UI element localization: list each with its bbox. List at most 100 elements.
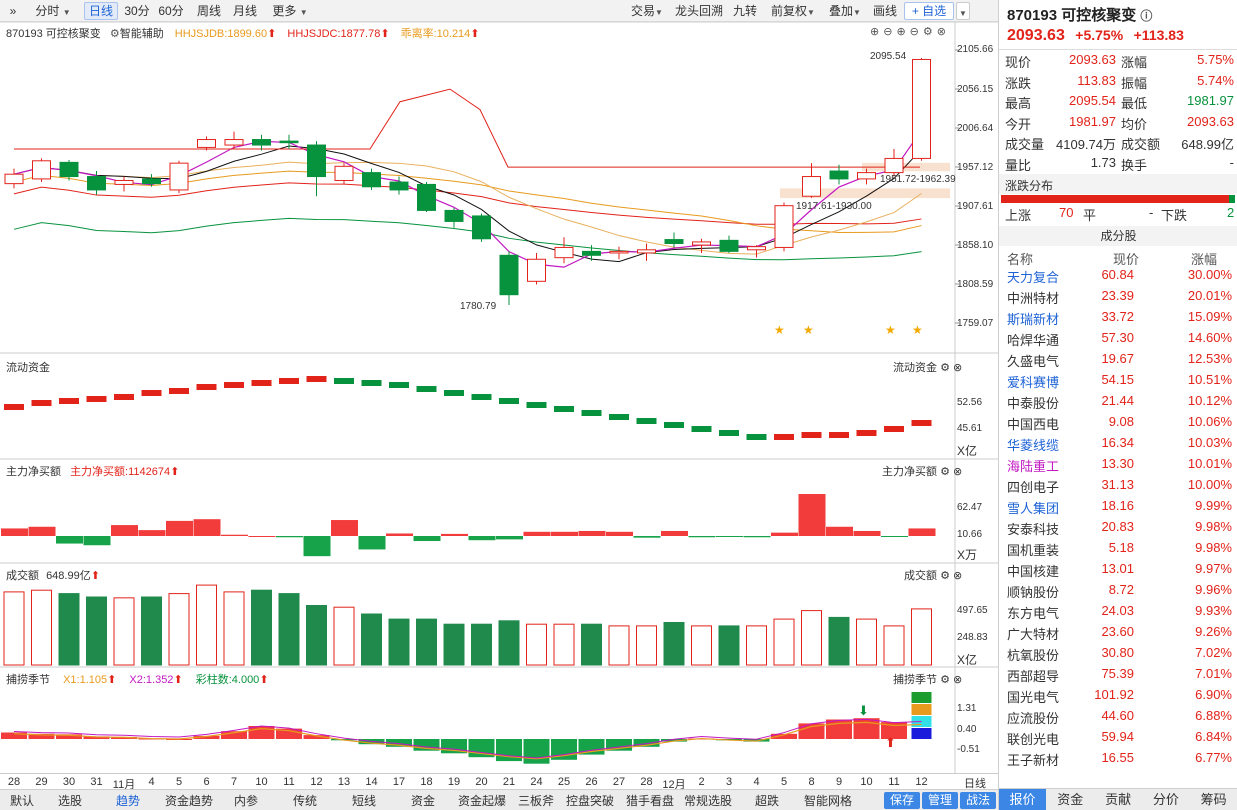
- panel-controls[interactable]: ⊕⊖⊕⊖⚙⊗: [870, 25, 950, 38]
- draw-line-button[interactable]: 画线: [872, 4, 897, 18]
- component-row[interactable]: 国光电气 101.92 6.90%: [999, 687, 1237, 708]
- component-row[interactable]: 中国核建 13.01 9.97%: [999, 561, 1237, 582]
- gear-icon[interactable]: ⚙: [109, 28, 120, 40]
- chart-canvas[interactable]: [0, 22, 998, 773]
- quote-label: 涨跌: [1005, 75, 1032, 91]
- component-row[interactable]: 天力复合 60.84 30.00%: [999, 267, 1237, 288]
- add-icon[interactable]: ⊕: [870, 26, 884, 38]
- right-tab-4[interactable]: 筹码: [1200, 792, 1227, 807]
- zoom-out-icon[interactable]: ⊖: [909, 26, 923, 38]
- zoom-in-icon[interactable]: ⊕: [896, 26, 910, 38]
- bottom-tab-11[interactable]: 猎手看盘: [626, 794, 675, 808]
- date-tick: 4: [148, 776, 155, 788]
- component-row[interactable]: 雪人集团 18.16 9.99%: [999, 498, 1237, 519]
- component-row[interactable]: 斯瑞新材 33.72 15.09%: [999, 309, 1237, 330]
- bottom-tab-7[interactable]: 资金: [411, 794, 436, 808]
- component-row[interactable]: 爱科赛博 54.15 10.51%: [999, 372, 1237, 393]
- flow-bar: [856, 430, 877, 436]
- collapse-icon[interactable]: »: [9, 4, 17, 18]
- leader-review-button[interactable]: 龙头回溯: [674, 4, 723, 18]
- flow-bar: [169, 388, 189, 394]
- bottom-action-0[interactable]: 保存: [884, 792, 921, 809]
- close-icon[interactable]: ⊗: [936, 26, 950, 38]
- legend-deviation: 乖离率:10.214: [400, 28, 471, 40]
- bottom-tab-2[interactable]: 趋势: [116, 794, 141, 808]
- trade-menu[interactable]: 交易▼: [631, 4, 663, 18]
- ma-red-line: [13, 182, 922, 225]
- component-row[interactable]: 久盛电气 19.67 12.53%: [999, 351, 1237, 372]
- component-name: 久盛电气: [1007, 354, 1060, 369]
- season-bar: [881, 722, 907, 739]
- period-tab-60min[interactable]: 60分: [158, 4, 184, 18]
- bottom-action-2[interactable]: 战法: [960, 792, 997, 809]
- date-axis: 28 29 30 31 11月 4 5 6 7 10 11 12 13 14 17 18 19 20 21 24 25 2…: [0, 773, 998, 791]
- bottom-tab-9[interactable]: 三板斧: [518, 794, 555, 808]
- kline-y-tick: 1907.61: [957, 201, 994, 212]
- bottom-tab-0[interactable]: 默认: [10, 794, 35, 808]
- component-pct: 9.97%: [1195, 561, 1232, 576]
- bottom-tab-13[interactable]: 超跌: [755, 794, 780, 808]
- right-tab-1[interactable]: 资金: [1057, 792, 1084, 807]
- season-bar: [606, 739, 632, 751]
- component-name: 顺钠股份: [1007, 585, 1060, 600]
- right-tab-0[interactable]: 报价: [999, 789, 1046, 810]
- component-row[interactable]: 中泰股份 21.44 10.12%: [999, 393, 1237, 414]
- flow-y-tick: 52.56: [957, 397, 983, 408]
- component-row[interactable]: 东方电气 24.03 9.93%: [999, 603, 1237, 624]
- period-tab-minute[interactable]: 分时 ▼: [35, 4, 71, 18]
- component-row[interactable]: 西部超导 75.39 7.01%: [999, 666, 1237, 687]
- date-tick: 12: [915, 776, 928, 788]
- bottom-tab-12[interactable]: 常规选股: [684, 794, 733, 808]
- component-row[interactable]: 顺钠股份 8.72 9.96%: [999, 582, 1237, 603]
- info-icon[interactable]: ⓘ: [1140, 9, 1153, 23]
- candle-body: [444, 209, 464, 222]
- component-price: 75.39: [1101, 666, 1134, 681]
- right-tab-3[interactable]: 分价: [1152, 792, 1179, 807]
- remove-icon[interactable]: ⊖: [883, 26, 897, 38]
- adjust-menu[interactable]: 前复权▼: [771, 4, 815, 18]
- bottom-tab-3[interactable]: 资金趋势: [165, 794, 214, 808]
- bottom-tab-4[interactable]: 内参: [234, 794, 259, 808]
- component-row[interactable]: 联创光电 59.94 6.84%: [999, 729, 1237, 750]
- period-tab-monthly[interactable]: 月线: [232, 4, 257, 18]
- watchlist-dropdown-icon[interactable]: ▼: [956, 2, 970, 20]
- bottom-tab-10[interactable]: 控盘突破: [566, 794, 615, 808]
- candle-body: [692, 241, 711, 246]
- quote-label: 换手: [1121, 157, 1148, 173]
- candle-body: [747, 246, 766, 251]
- component-row[interactable]: 中国西电 9.08 10.06%: [999, 414, 1237, 435]
- component-row[interactable]: 杭氧股份 30.80 7.02%: [999, 645, 1237, 666]
- flow-bar: [636, 418, 657, 424]
- bottom-tab-5[interactable]: 传统: [293, 794, 318, 808]
- overlay-menu[interactable]: 叠加▼: [829, 4, 861, 18]
- component-row[interactable]: 王子新材 16.55 6.77%: [999, 750, 1237, 771]
- quote-row: 成交量 4109.74万 成交额 648.99亿: [999, 134, 1237, 154]
- period-tab-weekly[interactable]: 周线: [196, 4, 221, 18]
- component-row[interactable]: 华菱线缆 16.34 10.03%: [999, 435, 1237, 456]
- component-row[interactable]: 广大特材 23.60 9.26%: [999, 624, 1237, 645]
- right-tab-2[interactable]: 贡献: [1105, 792, 1132, 807]
- component-row[interactable]: 国机重装 5.18 9.98%: [999, 540, 1237, 561]
- more-periods-dropdown[interactable]: 更多 ▼: [272, 4, 308, 18]
- component-row[interactable]: 哈焊华通 57.30 14.60%: [999, 330, 1237, 351]
- flow-bar: [196, 384, 217, 390]
- bottom-action-1[interactable]: 管理: [922, 792, 959, 809]
- bottom-tab-6[interactable]: 短线: [352, 794, 377, 808]
- component-row[interactable]: 应流股份 44.60 6.88%: [999, 708, 1237, 729]
- component-row[interactable]: 海陆重工 13.30 10.01%: [999, 456, 1237, 477]
- bottom-tab-8[interactable]: 资金起爆: [458, 794, 507, 808]
- component-row[interactable]: 中洲特材 23.39 20.01%: [999, 288, 1237, 309]
- bottom-tab-14[interactable]: 智能网格: [804, 794, 853, 808]
- nine-turn-button[interactable]: 九转: [732, 4, 757, 18]
- add-watchlist-button[interactable]: + 自选: [904, 2, 954, 20]
- settings-icon[interactable]: ⚙: [922, 26, 937, 38]
- period-tab-daily[interactable]: 日线: [84, 2, 118, 20]
- period-tab-30min[interactable]: 30分: [124, 4, 150, 18]
- bottom-tab-1[interactable]: 选股: [58, 794, 83, 808]
- season-bar: [771, 733, 797, 739]
- season-bar: [83, 736, 110, 739]
- indicator-name[interactable]: 智能辅助: [119, 28, 164, 40]
- component-row[interactable]: 安泰科技 20.83 9.98%: [999, 519, 1237, 540]
- component-row[interactable]: 四创电子 31.13 10.00%: [999, 477, 1237, 498]
- flow-bar: [59, 398, 79, 404]
